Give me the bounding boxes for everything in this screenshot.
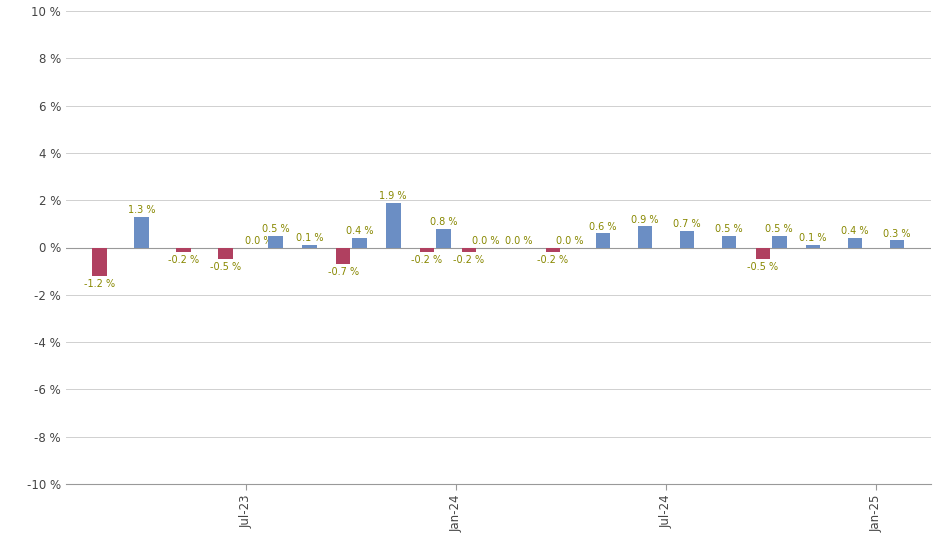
Bar: [462, 248, 477, 252]
Text: 0.0 %: 0.0 %: [506, 236, 533, 246]
Text: 0.0 %: 0.0 %: [472, 236, 499, 246]
Text: 0.3 %: 0.3 %: [884, 229, 911, 239]
Bar: [545, 248, 560, 252]
Bar: [419, 248, 434, 252]
Bar: [386, 202, 400, 248]
Text: 0.4 %: 0.4 %: [346, 227, 373, 236]
Text: -1.2 %: -1.2 %: [84, 279, 115, 289]
Text: -0.2 %: -0.2 %: [453, 255, 485, 265]
Text: 0.0 %: 0.0 %: [245, 236, 273, 246]
Bar: [756, 248, 770, 260]
Text: 0.8 %: 0.8 %: [430, 217, 457, 227]
Bar: [596, 233, 610, 248]
Bar: [772, 235, 787, 248]
Text: -0.2 %: -0.2 %: [167, 255, 199, 265]
Bar: [680, 231, 695, 248]
Bar: [352, 238, 367, 248]
Text: 0.0 %: 0.0 %: [556, 236, 583, 246]
Text: 0.1 %: 0.1 %: [295, 234, 323, 244]
Bar: [134, 217, 149, 248]
Bar: [637, 226, 652, 248]
Bar: [176, 248, 191, 252]
Text: 0.7 %: 0.7 %: [673, 219, 701, 229]
Text: 0.1 %: 0.1 %: [799, 234, 827, 244]
Text: -0.7 %: -0.7 %: [327, 267, 359, 277]
Bar: [889, 240, 904, 248]
Text: -0.5 %: -0.5 %: [747, 262, 778, 272]
Text: 0.9 %: 0.9 %: [632, 214, 659, 224]
Text: 0.6 %: 0.6 %: [589, 222, 617, 232]
Bar: [436, 229, 451, 248]
Bar: [336, 248, 351, 264]
Bar: [722, 235, 736, 248]
Text: 1.3 %: 1.3 %: [128, 205, 155, 215]
Bar: [218, 248, 233, 260]
Text: -0.2 %: -0.2 %: [412, 255, 443, 265]
Text: 0.5 %: 0.5 %: [261, 224, 290, 234]
Bar: [848, 238, 862, 248]
Text: 0.4 %: 0.4 %: [841, 227, 869, 236]
Text: -0.2 %: -0.2 %: [538, 255, 569, 265]
Bar: [92, 248, 107, 276]
Text: -0.5 %: -0.5 %: [210, 262, 241, 272]
Bar: [302, 245, 317, 248]
Text: 0.5 %: 0.5 %: [765, 224, 793, 234]
Text: 0.5 %: 0.5 %: [715, 224, 743, 234]
Bar: [806, 245, 821, 248]
Bar: [268, 235, 283, 248]
Text: 1.9 %: 1.9 %: [380, 191, 407, 201]
